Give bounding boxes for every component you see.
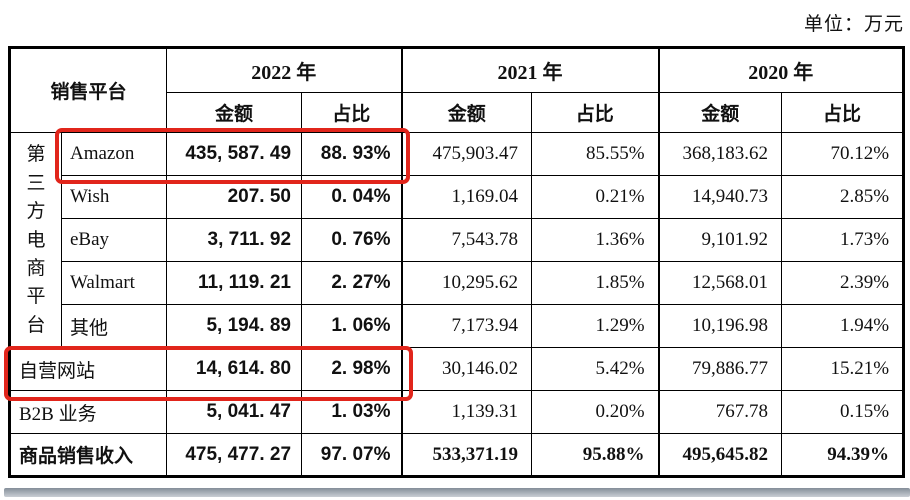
cell-2021-amount: 1,139.31 <box>400 390 533 434</box>
cell-2020-share: 94.39% <box>781 433 905 477</box>
cell-2020-amount: 9,101.92 <box>657 218 783 262</box>
header-share-2022: 占比 <box>301 92 403 133</box>
cell-2021-amount: 1,169.04 <box>400 175 533 219</box>
row-label: Walmart <box>60 261 168 305</box>
group-label-third-party: 第 三 方 电 商 平 台 <box>9 132 62 348</box>
header-year-2020: 2020 年 <box>657 47 905 93</box>
header-year-2022: 2022 年 <box>166 47 403 93</box>
cell-2022-share: 1. 06% <box>301 304 403 348</box>
cell-2021-amount: 533,371.19 <box>400 433 533 477</box>
table-row-total-revenue: 商品销售收入 475, 477. 27 97. 07% 533,371.19 9… <box>8 433 905 477</box>
cell-2022-amount: 11, 119. 21 <box>166 261 303 305</box>
cell-2022-amount: 5, 041. 47 <box>166 390 303 434</box>
cell-2020-share: 1.73% <box>781 218 905 262</box>
cell-2020-share: 15.21% <box>781 347 905 391</box>
table-row-wish: Wish 207. 50 0. 04% 1,169.04 0.21% 14,94… <box>10 175 905 219</box>
table-row-other: 其他 5, 194. 89 1. 06% 7,173.94 1.29% 10,1… <box>10 304 905 348</box>
table-row-b2b: B2B 业务 5, 041. 47 1. 03% 1,139.31 0.20% … <box>8 390 905 434</box>
cell-2022-amount: 475, 477. 27 <box>166 433 303 477</box>
cell-2022-amount: 207. 50 <box>166 175 303 219</box>
cell-2020-amount: 12,568.01 <box>657 261 783 305</box>
cell-2020-amount: 14,940.73 <box>657 175 783 219</box>
cell-2021-share: 0.20% <box>531 390 660 434</box>
cell-2021-amount: 30,146.02 <box>400 347 533 391</box>
cell-2020-share: 1.94% <box>781 304 905 348</box>
table-row-ebay: eBay 3, 711. 92 0. 76% 7,543.78 1.36% 9,… <box>10 218 905 262</box>
cell-2020-share: 0.15% <box>781 390 905 434</box>
table-row-self-site: 自营网站 14, 614. 80 2. 98% 30,146.02 5.42% … <box>8 347 905 391</box>
cell-2021-amount: 7,173.94 <box>400 304 533 348</box>
cell-2022-share: 97. 07% <box>301 433 403 477</box>
cell-2021-share: 1.29% <box>531 304 660 348</box>
row-label: 商品销售收入 <box>8 433 168 477</box>
cell-2020-amount: 368,183.62 <box>657 132 783 176</box>
header-amount-2022: 金额 <box>166 92 303 133</box>
cell-2020-share: 2.39% <box>781 261 905 305</box>
cell-2021-share: 95.88% <box>531 433 660 477</box>
row-label: Wish <box>60 175 168 219</box>
row-label: 自营网站 <box>8 347 168 391</box>
cell-2020-amount: 10,196.98 <box>657 304 783 348</box>
cell-2022-amount: 5, 194. 89 <box>166 304 303 348</box>
row-label: eBay <box>60 218 168 262</box>
cell-2022-share: 2. 98% <box>301 347 403 391</box>
header-share-2021: 占比 <box>531 92 660 133</box>
cell-2022-amount: 435, 587. 49 <box>166 132 303 176</box>
unit-label: 单位：万元 <box>803 14 904 35</box>
row-label: 其他 <box>60 304 168 348</box>
cell-2021-share: 85.55% <box>531 132 660 176</box>
cell-2022-share: 88. 93% <box>301 132 403 176</box>
header-amount-2021: 金额 <box>400 92 533 133</box>
cell-2022-share: 0. 76% <box>301 218 403 262</box>
cell-2021-share: 1.36% <box>531 218 660 262</box>
cell-2020-share: 2.85% <box>781 175 905 219</box>
header-year-2021: 2021 年 <box>400 47 660 93</box>
cell-2021-amount: 10,295.62 <box>400 261 533 305</box>
cell-2022-amount: 14, 614. 80 <box>166 347 303 391</box>
cell-2020-amount: 79,886.77 <box>657 347 783 391</box>
cell-2021-amount: 475,903.47 <box>400 132 533 176</box>
window-bottom-edge <box>4 488 910 497</box>
cell-2020-share: 70.12% <box>781 132 905 176</box>
cell-2022-share: 1. 03% <box>301 390 403 434</box>
row-label: B2B 业务 <box>8 390 168 434</box>
table-row-amazon: 第 三 方 电 商 平 台 Amazon 435, 587. 49 88. 93… <box>9 132 905 348</box>
cell-2022-amount: 3, 711. 92 <box>166 218 303 262</box>
cell-2020-amount: 767.78 <box>657 390 783 434</box>
sales-platform-table: 销售平台 2022 年 2021 年 2020 年 金额 占比 金额 占比 金额… <box>8 46 906 478</box>
cell-2020-amount: 495,645.82 <box>657 433 783 477</box>
cell-2021-share: 0.21% <box>531 175 660 219</box>
header-amount-2020: 金额 <box>657 92 783 133</box>
row-label: Amazon <box>60 132 168 176</box>
table-row-walmart: Walmart 11, 119. 21 2. 27% 10,295.62 1.8… <box>10 261 905 305</box>
header-platform: 销售平台 <box>8 47 168 133</box>
cell-2022-share: 2. 27% <box>301 261 403 305</box>
cell-2022-share: 0. 04% <box>301 175 403 219</box>
header-share-2020: 占比 <box>781 92 905 133</box>
cell-2021-amount: 7,543.78 <box>400 218 533 262</box>
cell-2021-share: 5.42% <box>531 347 660 391</box>
cell-2021-share: 1.85% <box>531 261 660 305</box>
